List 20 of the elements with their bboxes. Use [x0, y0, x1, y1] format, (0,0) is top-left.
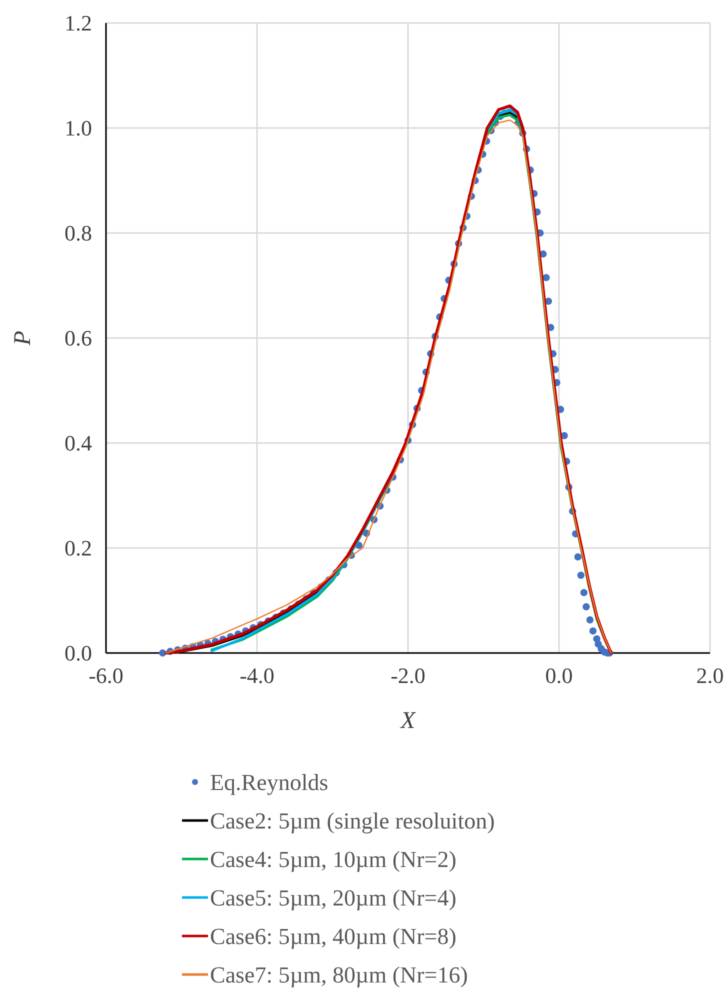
y-tick-label: 0.0 — [64, 640, 92, 666]
x-tick-label: -6.0 — [88, 663, 124, 688]
y-tick-label: 0.4 — [64, 430, 92, 456]
legend-label: Eq.Reynolds — [210, 770, 328, 796]
legend-label: Case2: 5µm (single resoluiton) — [210, 808, 495, 834]
y-tick-label: 0.8 — [64, 220, 92, 246]
y-axis-title: P — [10, 330, 36, 346]
x-tick-label: -2.0 — [390, 663, 426, 688]
legend-label: Case5: 5µm, 20µm (Nr=4) — [210, 886, 456, 911]
x-axis-title: X — [400, 708, 417, 734]
legend-label: Case6: 5µm, 40µm (Nr=8) — [210, 924, 456, 950]
legend-label: Case4: 5µm, 10µm (Nr=2) — [210, 847, 456, 872]
y-tick-label: 0.2 — [64, 536, 92, 561]
legend-label: Case7: 5µm, 80µm (Nr=16) — [210, 962, 468, 988]
y-tick-label: 1.2 — [64, 10, 92, 36]
x-tick-label: 2.0 — [696, 663, 724, 688]
x-tick-label: 0.0 — [545, 663, 573, 688]
x-tick-label: -4.0 — [240, 663, 274, 688]
y-tick-label: 1.0 — [64, 116, 92, 141]
y-tick-label: 0.6 — [64, 326, 92, 351]
